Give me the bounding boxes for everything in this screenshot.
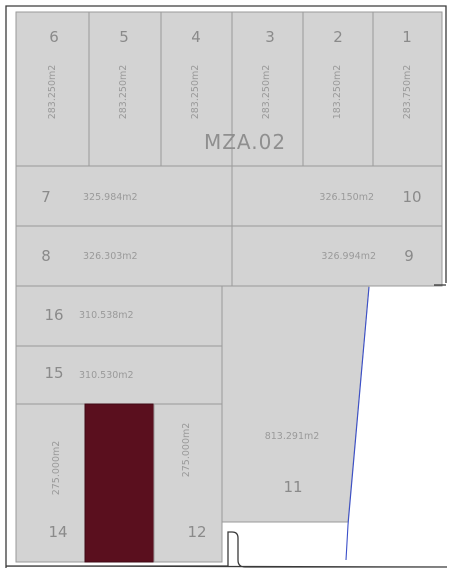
lot-number: 5 [119, 28, 129, 46]
lot-number: 15 [44, 364, 63, 382]
lot-number: 11 [283, 478, 302, 496]
lot-1[interactable] [372, 11, 443, 167]
lot-number: 4 [191, 28, 201, 46]
block-label: MZA.02 [204, 130, 286, 154]
lot-14[interactable] [15, 403, 86, 563]
lot-number: 10 [402, 188, 421, 206]
lot-area: 275.000m2 [181, 423, 192, 478]
lot-area: 310.530m2 [79, 370, 134, 381]
lot-area: 326.994m2 [321, 251, 376, 262]
lot-number: 16 [44, 306, 63, 324]
lot-area: 326.150m2 [319, 192, 374, 203]
lot-number: 2 [333, 28, 343, 46]
lot-16[interactable] [15, 285, 223, 347]
lot-number: 6 [49, 28, 59, 46]
lot-13[interactable] [84, 403, 155, 563]
lot-number: 12 [187, 523, 206, 541]
lot-number: 3 [265, 28, 275, 46]
lot-number: 8 [41, 247, 51, 265]
lot-number: 1 [402, 28, 412, 46]
lot-area: 325.984m2 [83, 192, 138, 203]
lot-area: 283.250m2 [47, 65, 58, 120]
lot-area: 310.538m2 [79, 310, 134, 321]
lot-7[interactable] [15, 165, 233, 227]
lot-number: 14 [48, 523, 67, 541]
lot-3[interactable] [231, 11, 304, 167]
lot-number: 9 [404, 247, 414, 265]
lot-area: 813.291m2 [265, 431, 320, 442]
lot-area: 275.000m2 [51, 441, 62, 496]
lot-area: 283.250m2 [190, 65, 201, 120]
lot-6[interactable] [15, 11, 90, 167]
lot-5[interactable] [88, 11, 162, 167]
lot-4[interactable] [160, 11, 233, 167]
street-edge [345, 286, 370, 561]
lot-area: 183.250m2 [332, 65, 343, 120]
lot-area: 283.250m2 [261, 65, 272, 120]
lot-15[interactable] [15, 345, 223, 405]
lot-12[interactable] [153, 403, 223, 563]
lot-9[interactable] [231, 225, 443, 287]
lot-area: 283.250m2 [118, 65, 129, 120]
lot-area: 283.750m2 [402, 65, 413, 120]
block-outline [5, 5, 448, 568]
lot-number: 7 [41, 188, 51, 206]
lot-area: 326.303m2 [83, 251, 138, 262]
lot-8[interactable] [15, 225, 233, 287]
